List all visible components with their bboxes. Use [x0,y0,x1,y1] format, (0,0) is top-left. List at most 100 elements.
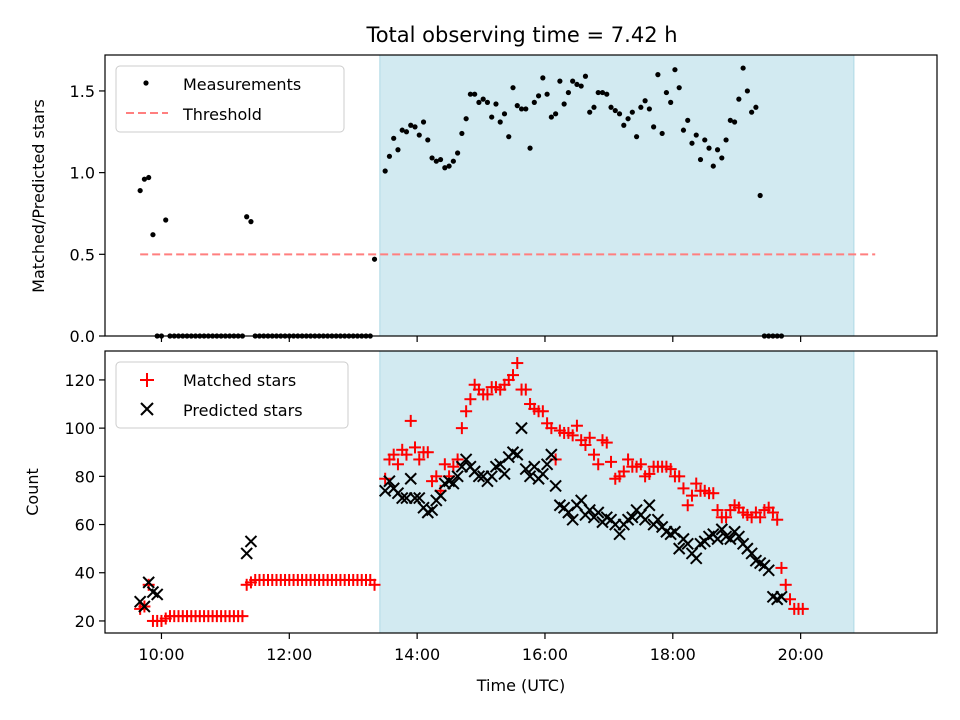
measurement-point [612,107,618,114]
measurement-point [697,156,704,163]
legend-matched-marker [140,373,154,387]
measurement-point [459,130,465,137]
matched-star-point [236,610,249,623]
measurement-point [248,219,254,225]
predicted-star-point [690,552,703,565]
matched-star-point [579,439,592,451]
measurement-point [514,103,520,109]
measurement-point [591,104,597,110]
measurement-point [655,72,661,78]
predicted-star-point [536,467,550,481]
measurement-point [604,91,610,97]
measurement-point [616,111,623,117]
measurement-point [371,256,378,262]
measurement-point [706,145,712,151]
matched-star-point [707,487,720,500]
measurement-point [420,119,427,125]
measurement-point [736,96,742,102]
legend-threshold-label: Threshold [182,105,262,124]
measurement-point [587,109,593,115]
matched-star-point [455,422,468,435]
measurement-point [642,98,648,104]
measurement-point [595,89,601,96]
measurement-point [553,111,559,117]
measurement-point [163,217,169,223]
x-axis-label: Time (UTC) [476,676,565,695]
x-tick-label: 10:00 [138,645,184,664]
measurement-point [565,89,572,96]
x-tick-label: 12:00 [266,645,312,664]
measurement-point [629,109,635,115]
measurement-point [399,127,405,133]
measurement-point [714,147,721,153]
measurement-point [561,101,567,107]
matched-star-point [681,499,694,512]
measurement-point [472,91,478,97]
matched-star-point [685,489,698,502]
predicted-star-point [434,489,447,502]
measurement-point [531,99,537,105]
measurement-point [527,145,533,151]
predicted-star-point [515,421,528,435]
measurement-point [625,116,631,122]
matched-star-point [796,602,809,615]
measurement-point [731,119,738,125]
matched-star-point [600,436,613,449]
predicted-star-point [592,506,605,519]
predicted-star-point [142,576,155,589]
predicted-star-point [732,530,746,543]
predicted-star-point [775,590,788,604]
measurement-point [557,78,563,84]
predicted-star-point [566,513,579,526]
measurement-point [450,158,456,164]
matched-star-point [536,405,549,418]
measurement-point [548,114,554,120]
predicted-star-point [240,547,253,560]
matched-star-point [711,504,724,517]
matched-star-point [413,453,426,466]
measurement-point [150,232,156,238]
chart-title: Total observing time = 7.42 h [365,23,677,47]
bottom-ylabel: Count [23,468,42,516]
measurement-point [480,96,486,102]
measurement-point [540,75,546,81]
matched-star-point [779,578,792,591]
matched-star-point [391,458,404,471]
measurement-point [599,89,606,96]
predicted-star-point [425,503,439,517]
predicted-star-point [413,491,426,505]
x-tick-label: 16:00 [522,645,568,664]
measurement-point [685,117,691,123]
measurement-point [412,124,418,130]
matched-star-point [783,593,796,606]
matched-star-point [481,388,494,401]
measurement-point [757,192,763,199]
matched-star-point [387,448,400,461]
predicted-star-point [150,588,164,601]
matched-star-point [400,448,413,461]
predicted-star-point [549,479,562,493]
y-tick-label: 1.5 [70,82,95,101]
measurement-point [489,114,495,120]
matched-star-point [566,429,579,442]
measurement-point [659,130,665,137]
measurement-point [582,73,589,79]
predicted-star-point [447,477,460,490]
measurement-point [676,85,682,91]
matched-star-point [379,472,392,485]
measurement-point [646,106,652,112]
matched-star-point [507,369,520,382]
measurement-point [570,78,576,84]
predicted-star-point [651,513,665,526]
predicted-star-point [643,499,656,512]
x-tick-label: 20:00 [778,645,824,664]
observing-window-shade [379,350,855,634]
matched-star-point [430,470,443,483]
y-tick-label: 120 [64,371,95,390]
top-legend: Measurements Threshold [115,65,345,133]
measurement-point [437,156,444,163]
top-panel: 0.0 0.5 1.0 1.5 Matched/Predicted stars Mea… [29,54,938,346]
predicted-star-point [638,513,652,526]
predicted-star-point [511,448,524,461]
matched-star-point [511,357,524,370]
